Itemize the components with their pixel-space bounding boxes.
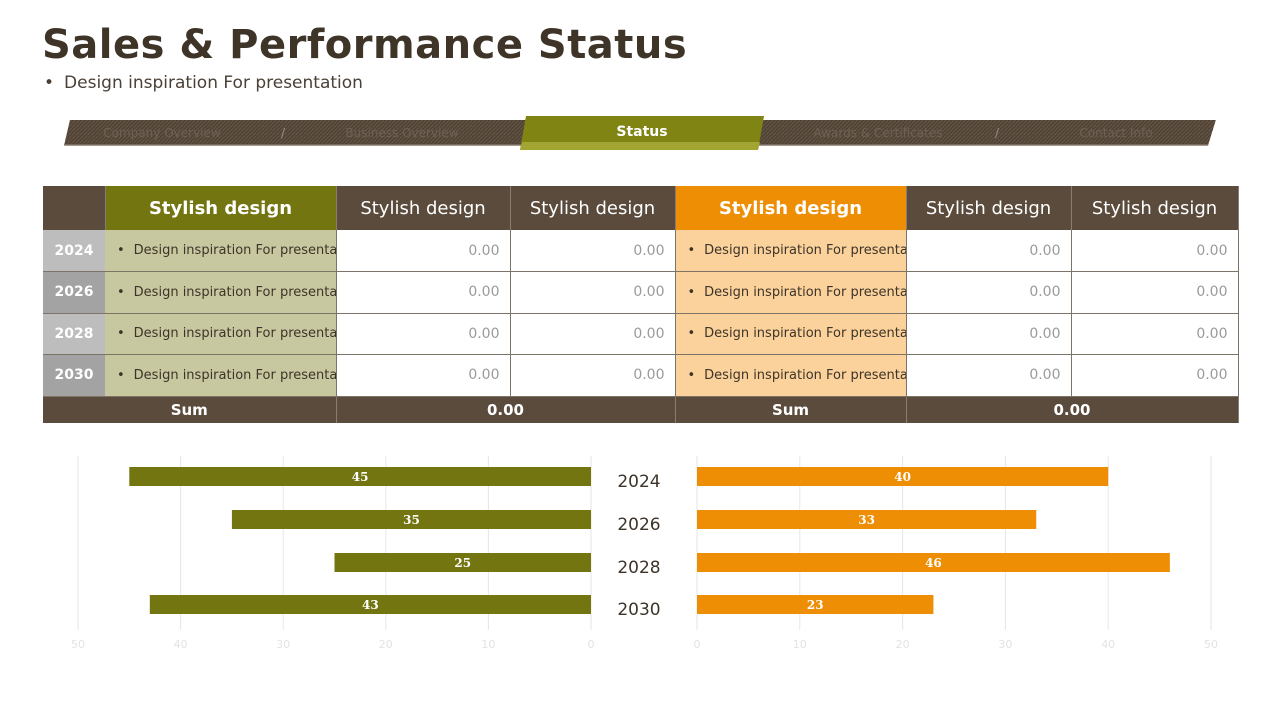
data-label: 43: [362, 598, 379, 612]
row-description: •Design inspiration For presentation: [675, 230, 907, 272]
sum-value: 0.00: [906, 396, 1239, 423]
row-value: 0.00: [906, 354, 1072, 397]
nav-active-shape: [520, 116, 764, 150]
x-tick-label: 10: [793, 638, 807, 651]
data-label: 23: [807, 598, 824, 612]
nav-tab-status-label: Status: [616, 124, 668, 140]
bar: [129, 467, 592, 486]
table-row: 2030 •Design inspiration For presentatio…: [43, 354, 1239, 397]
x-tick-label: 40: [1101, 638, 1115, 651]
bar: [149, 595, 591, 614]
x-tick-label: 30: [276, 638, 290, 651]
bar: [697, 595, 934, 614]
header-cell: Stylish design: [510, 186, 676, 230]
data-label: 33: [858, 513, 875, 527]
row-value: 0.00: [1071, 313, 1239, 355]
sum-label: Sum: [43, 396, 337, 423]
row-value: 0.00: [1071, 271, 1239, 314]
header-cell: Stylish design: [675, 186, 907, 230]
table-row: 2028 •Design inspiration For presentatio…: [43, 313, 1239, 355]
row-value: 0.00: [906, 271, 1072, 314]
row-description: •Design inspiration For presentation: [105, 230, 337, 272]
subtitle-text: Design inspiration For presentation: [64, 73, 363, 93]
nav-tab-status[interactable]: Status: [520, 116, 764, 150]
table-sum-row: Sum 0.00 Sum 0.00: [43, 396, 1239, 423]
row-description: •Design inspiration For presentation: [675, 354, 907, 397]
data-table: Stylish design Stylish design Stylish de…: [43, 186, 1239, 423]
row-value: 0.00: [336, 313, 511, 355]
table-row: 2026 •Design inspiration For presentatio…: [43, 271, 1239, 314]
bar: [697, 553, 1170, 572]
nav-separator: /: [281, 126, 286, 140]
data-label: 25: [454, 556, 471, 570]
x-tick-label: 40: [174, 638, 188, 651]
bar: [334, 553, 591, 572]
nav-separator: /: [995, 126, 1000, 140]
row-description: •Design inspiration For presentation: [105, 271, 337, 314]
x-tick-label: 0: [588, 638, 595, 651]
x-tick-label: 20: [896, 638, 910, 651]
bar: [697, 510, 1037, 529]
category-label: 2028: [617, 558, 660, 578]
x-tick-label: 30: [998, 638, 1012, 651]
category-label: 2030: [617, 600, 660, 620]
x-tick-label: 50: [1204, 638, 1218, 651]
row-value: 0.00: [510, 271, 676, 314]
sum-value: 0.00: [336, 396, 676, 423]
category-label: 2024: [617, 472, 660, 492]
row-value: 0.00: [336, 354, 511, 397]
nav-tab-business-overview[interactable]: Business Overview: [345, 126, 459, 140]
row-year: 2024: [43, 230, 105, 272]
row-value: 0.00: [906, 230, 1072, 272]
page-title: Sales & Performance Status: [42, 22, 688, 68]
bar: [231, 510, 591, 529]
nav-tab-contact[interactable]: Contact Info: [1079, 126, 1153, 140]
row-value: 0.00: [336, 271, 511, 314]
table-row: 2024 •Design inspiration For presentatio…: [43, 230, 1239, 272]
header-cell: Stylish design: [906, 186, 1072, 230]
category-label: 2026: [617, 515, 660, 535]
row-year: 2026: [43, 271, 105, 314]
data-label: 40: [894, 470, 911, 484]
row-description: •Design inspiration For presentation: [675, 313, 907, 355]
header-cell: Stylish design: [1071, 186, 1239, 230]
x-tick-label: 50: [71, 638, 85, 651]
x-tick-label: 20: [379, 638, 393, 651]
x-tick-label: 0: [694, 638, 701, 651]
header-cell: Stylish design: [105, 186, 337, 230]
row-description: •Design inspiration For presentation: [105, 354, 337, 397]
x-tick-label: 10: [481, 638, 495, 651]
data-label: 46: [925, 556, 942, 570]
row-value: 0.00: [510, 230, 676, 272]
header-corner: [43, 186, 106, 230]
row-value: 0.00: [510, 354, 676, 397]
row-value: 0.00: [906, 313, 1072, 355]
section-navigation: Company Overview / Business Overview Sta…: [42, 116, 1238, 150]
row-year: 2030: [43, 354, 105, 397]
row-year: 2028: [43, 313, 105, 355]
nav-tab-company-overview[interactable]: Company Overview: [103, 126, 221, 140]
row-value: 0.00: [336, 230, 511, 272]
table-header-row: Stylish design Stylish design Stylish de…: [43, 186, 1239, 230]
page-subtitle: • Design inspiration For presentation: [44, 73, 363, 93]
bullet-icon: •: [44, 73, 55, 93]
row-description: •Design inspiration For presentation: [105, 313, 337, 355]
bar: [697, 467, 1109, 486]
data-label: 45: [352, 470, 369, 484]
nav-tab-awards[interactable]: Awards & Certificates: [813, 126, 943, 140]
row-value: 0.00: [1071, 354, 1239, 397]
row-value: 0.00: [1071, 230, 1239, 272]
row-value: 0.00: [510, 313, 676, 355]
header-cell: Stylish design: [336, 186, 511, 230]
sum-label: Sum: [675, 396, 907, 423]
row-description: •Design inspiration For presentation: [675, 271, 907, 314]
data-label: 35: [403, 513, 420, 527]
